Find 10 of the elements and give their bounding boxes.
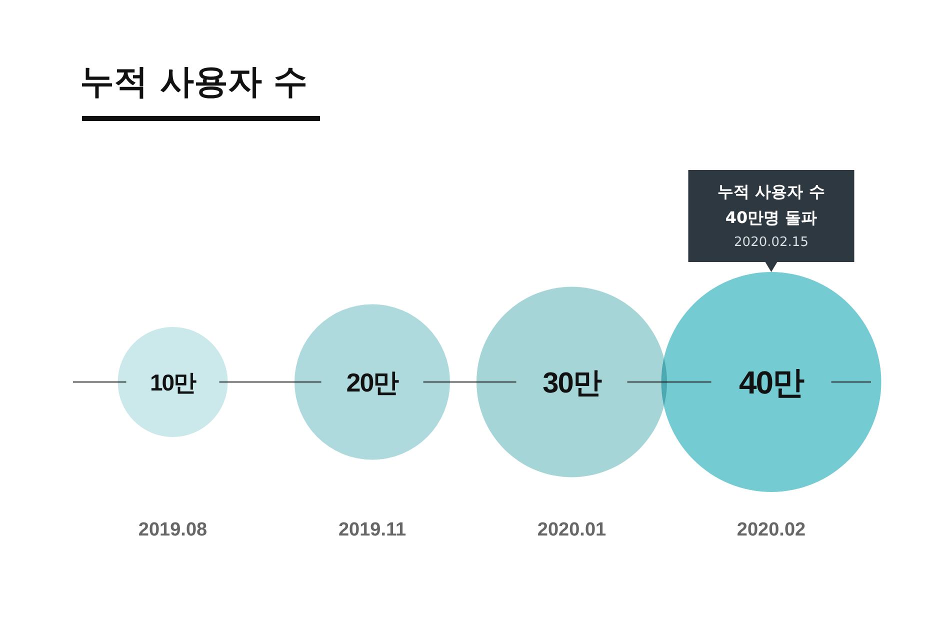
data-label: 40만	[738, 364, 805, 401]
text: 누적 사용자 수	[80, 62, 308, 102]
data-label: 20만	[346, 367, 400, 398]
data-label: 30만	[542, 367, 602, 400]
category-label: 2020.02	[736, 519, 806, 540]
category-label: 2019.08	[138, 519, 208, 540]
text: 누적 사용자 수 40만명 돌파 2020.02.15	[718, 182, 825, 250]
data-label: 10만	[150, 369, 197, 396]
category-label: 2019.11	[338, 519, 406, 540]
category-label: 2020.01	[537, 519, 607, 540]
